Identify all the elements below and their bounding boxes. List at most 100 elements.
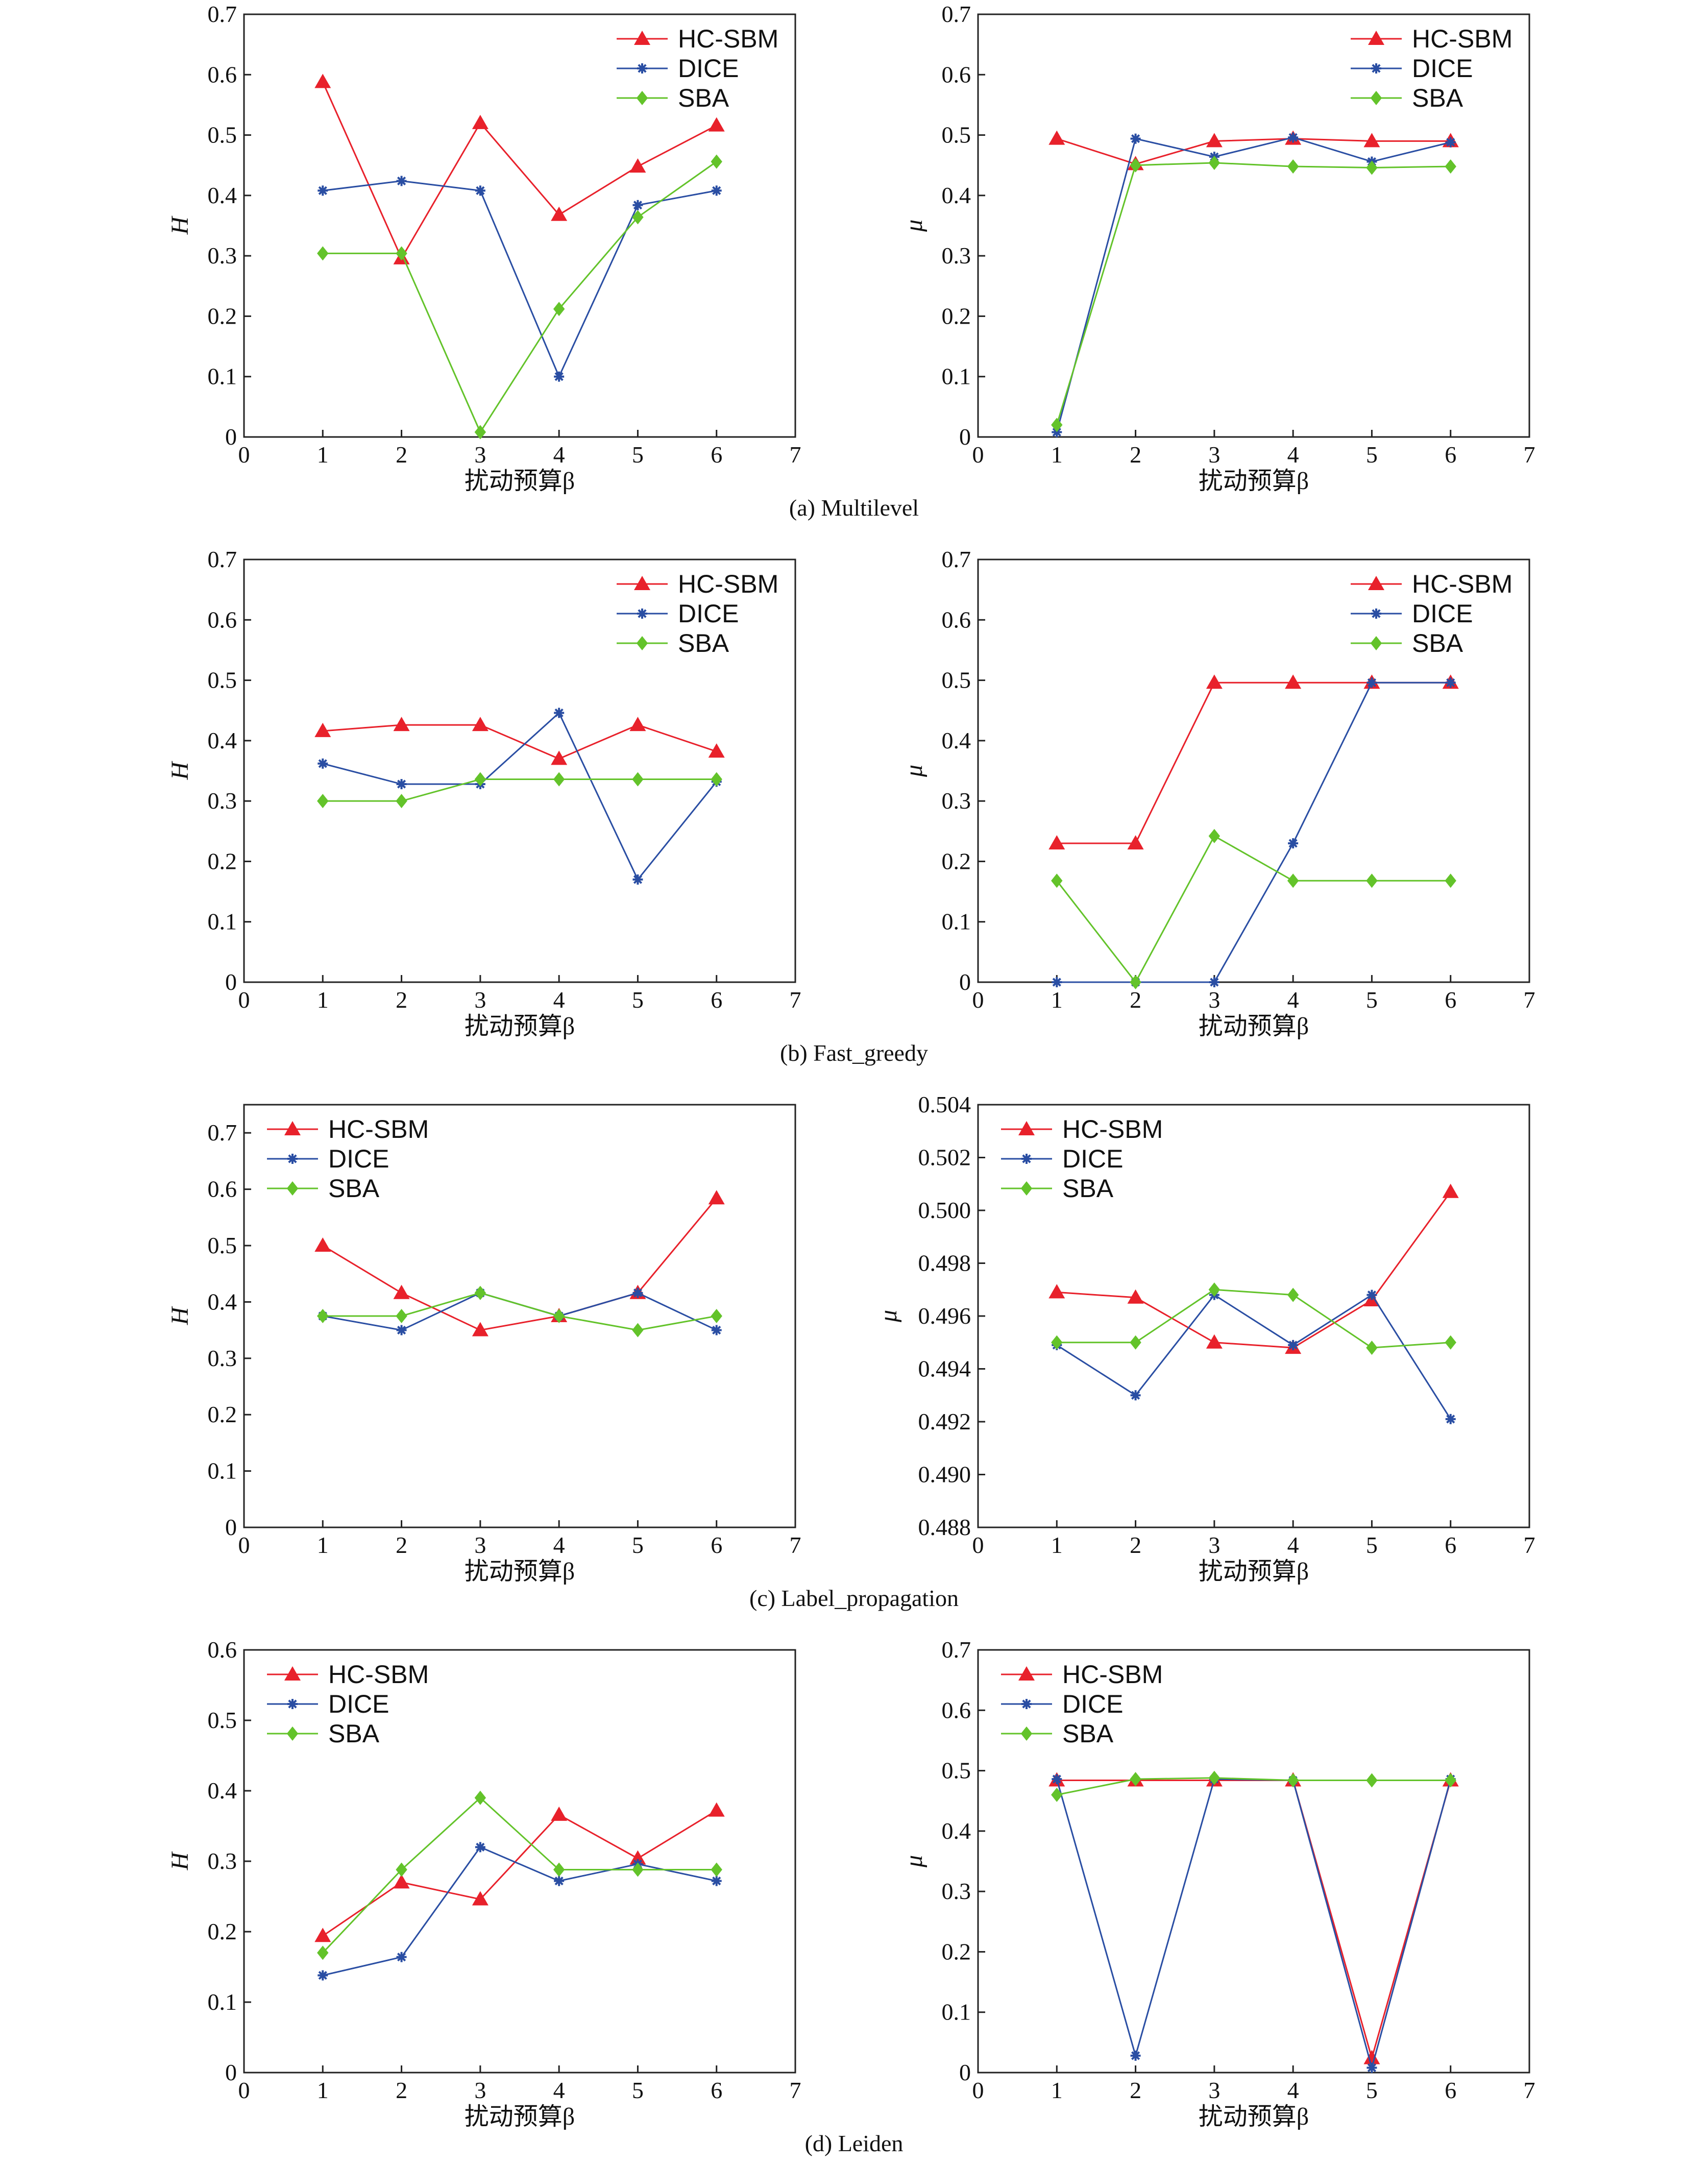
data-point <box>1366 873 1378 888</box>
legend-marker <box>1020 1726 1033 1741</box>
y-axis-label: μ <box>875 1310 902 1323</box>
y-tick-label: 0.5 <box>942 667 971 693</box>
x-tick-label: 6 <box>711 987 722 1013</box>
data-point <box>393 1874 410 1889</box>
legend-label: HC-SBM <box>1412 25 1512 53</box>
data-point <box>1367 1289 1377 1300</box>
x-tick-label: 7 <box>1524 987 1535 1013</box>
data-point <box>1366 1773 1378 1788</box>
y-tick-label: 0.4 <box>208 1288 237 1315</box>
data-point <box>318 185 328 196</box>
y-tick-label: 0.5 <box>208 1232 237 1258</box>
y-tick-label: 0.1 <box>942 363 971 390</box>
x-tick-label: 0 <box>972 1532 984 1558</box>
data-point <box>1130 133 1141 144</box>
data-point <box>393 717 410 732</box>
legend-label: SBA <box>1412 629 1463 658</box>
series-DICE <box>1052 677 1456 987</box>
data-point <box>1208 1282 1221 1297</box>
legend-marker <box>634 31 650 45</box>
legend-label: DICE <box>1062 1145 1123 1173</box>
data-point <box>1288 1340 1299 1350</box>
x-tick-label: 7 <box>1524 1532 1535 1558</box>
data-point <box>1206 133 1223 148</box>
data-point <box>1367 677 1377 688</box>
series-DICE <box>318 708 722 885</box>
caption-a: (a) Multilevel <box>789 495 919 521</box>
plot-frame <box>977 13 1530 438</box>
plot-frame <box>243 1649 796 2074</box>
data-point <box>1130 1390 1141 1401</box>
data-point <box>317 1309 329 1323</box>
y-tick-label: 0.2 <box>208 1401 237 1427</box>
legend-marker <box>637 609 647 619</box>
x-tick-label: 7 <box>790 987 801 1013</box>
x-tick-label: 0 <box>972 2077 984 2103</box>
x-tick-label: 2 <box>1130 2077 1141 2103</box>
y-tick-label: 0.5 <box>942 122 971 148</box>
data-point <box>1208 829 1221 843</box>
plot-frame <box>977 1649 1530 2074</box>
data-point <box>711 1862 722 1877</box>
x-tick-label: 4 <box>1287 442 1299 468</box>
legend-label: SBA <box>328 1719 380 1748</box>
series-line <box>322 1846 717 1977</box>
legend-label: HC-SBM <box>328 1115 429 1143</box>
data-point <box>632 1323 644 1337</box>
x-tick-label: 5 <box>632 442 644 468</box>
x-tick-label: 4 <box>1287 1532 1299 1558</box>
data-point <box>1048 835 1065 849</box>
y-tick-label: 0.5 <box>208 1707 237 1733</box>
series-DICE <box>318 1287 722 1335</box>
y-tick-label: 0.494 <box>918 1356 971 1382</box>
series-SBA <box>1051 829 1456 989</box>
x-tick-label: 3 <box>474 2077 486 2103</box>
x-tick-label: 5 <box>1366 2077 1378 2103</box>
data-point <box>1130 975 1141 989</box>
y-tick-label: 0.5 <box>208 667 237 693</box>
y-tick-label: 0 <box>225 2059 237 2085</box>
data-point <box>474 1285 486 1300</box>
y-tick-label: 0.4 <box>942 1818 971 1844</box>
data-point <box>314 722 331 737</box>
x-tick-label: 3 <box>1208 1532 1220 1558</box>
data-point <box>708 743 725 758</box>
data-point <box>554 708 565 718</box>
legend-label: SBA <box>1062 1174 1114 1203</box>
x-tick-label: 2 <box>1130 987 1141 1013</box>
legend-label: SBA <box>1062 1719 1114 1748</box>
legend-label: DICE <box>1412 54 1473 83</box>
legend-marker <box>287 1699 298 1709</box>
data-point <box>1209 977 1219 987</box>
y-axis-label: μ <box>900 765 928 777</box>
legend-label: DICE <box>328 1145 389 1173</box>
plot-frame <box>243 1104 796 1528</box>
data-point <box>711 772 722 787</box>
y-tick-label: 0.6 <box>942 1697 971 1723</box>
x-tick-label: 4 <box>553 442 565 468</box>
y-tick-label: 0.490 <box>918 1462 971 1488</box>
data-point <box>632 200 643 210</box>
y-tick-label: 0 <box>225 424 237 450</box>
data-point <box>1287 159 1299 174</box>
y-tick-label: 0.2 <box>208 303 237 329</box>
x-tick-label: 3 <box>474 1532 486 1558</box>
data-point <box>632 210 644 225</box>
data-point <box>1048 1284 1065 1299</box>
y-tick-label: 0.2 <box>208 1918 237 1944</box>
x-tick-label: 3 <box>1208 2077 1220 2103</box>
legend-marker <box>634 576 650 590</box>
legend-marker <box>284 1121 301 1135</box>
data-point <box>1366 160 1378 175</box>
data-point <box>317 246 329 261</box>
data-point <box>472 114 489 129</box>
y-tick-label: 0.6 <box>942 606 971 632</box>
legend-label: DICE <box>678 599 739 628</box>
y-tick-label: 0.3 <box>208 788 237 814</box>
x-tick-label: 1 <box>1051 1532 1063 1558</box>
x-axis-label: 扰动预算β <box>1199 1013 1309 1040</box>
y-tick-label: 0.488 <box>918 1514 971 1540</box>
caption-b: (b) Fast_greedy <box>780 1040 928 1066</box>
